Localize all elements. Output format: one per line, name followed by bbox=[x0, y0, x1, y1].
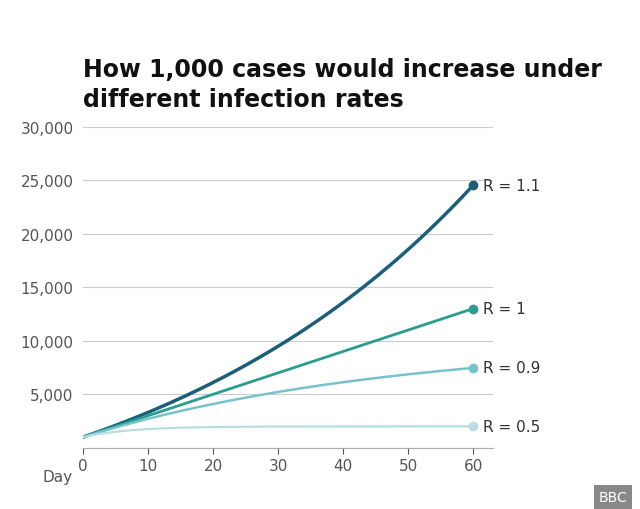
Text: R = 0.5: R = 0.5 bbox=[483, 419, 540, 434]
Text: R = 0.9: R = 0.9 bbox=[483, 361, 540, 376]
Text: How 1,000 cases would increase under
different infection rates: How 1,000 cases would increase under dif… bbox=[83, 58, 602, 111]
Text: R = 1: R = 1 bbox=[483, 301, 526, 317]
Text: Day: Day bbox=[42, 469, 72, 484]
Text: BBC: BBC bbox=[598, 490, 627, 504]
Text: R = 1.1: R = 1.1 bbox=[483, 178, 540, 193]
